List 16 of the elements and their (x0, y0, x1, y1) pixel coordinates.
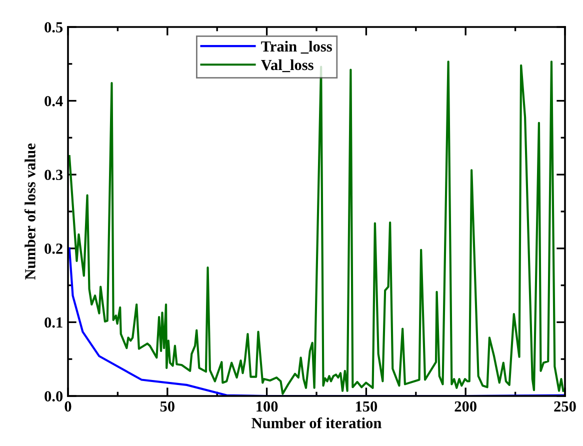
x-tick-label: 150 (356, 401, 378, 412)
y-tick-label: 0.5 (44, 22, 63, 33)
y-tick-label: 0.3 (44, 170, 63, 180)
x-tick-label: 0 (64, 401, 72, 412)
x-tick-label: 200 (454, 401, 476, 412)
y-tick-label: 0.1 (44, 317, 62, 328)
x-tick-label: 50 (160, 401, 174, 412)
y-tick-label: 0.2 (44, 244, 62, 254)
y-tick-label: 0.0 (44, 391, 63, 402)
legend-label: Val_loss (261, 59, 314, 72)
y-tick-label: 0.4 (44, 96, 63, 106)
x-tick-label: 250 (554, 401, 576, 412)
y-axis-title: Number of loss value (24, 143, 36, 280)
x-tick-label: 100 (256, 401, 278, 412)
x-axis-title: Number of iteration (252, 417, 382, 428)
legend-label: Train _loss (261, 40, 332, 54)
